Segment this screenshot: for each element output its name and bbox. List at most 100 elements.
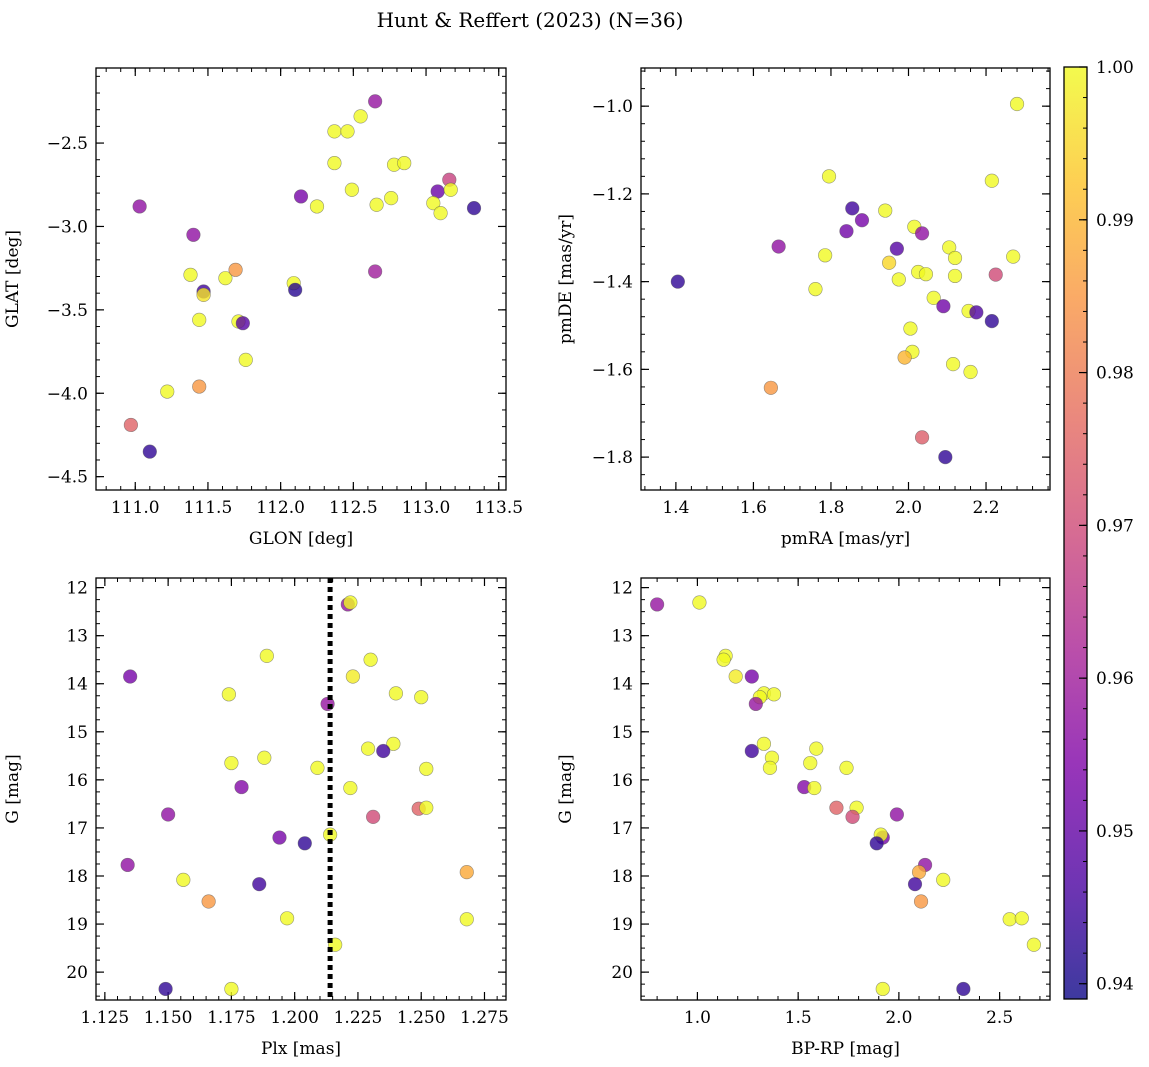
y-tick-label: 18 <box>611 867 633 887</box>
data-point <box>889 241 904 256</box>
y-tick-label: −2.5 <box>47 134 88 154</box>
x-tick-label: 1.125 <box>81 1008 130 1028</box>
axes-frame <box>640 577 1051 1001</box>
data-point <box>878 203 893 218</box>
data-point <box>224 981 239 997</box>
y-tick-label: 18 <box>66 867 88 887</box>
y-tick-label: 20 <box>611 963 633 983</box>
data-point <box>938 449 953 465</box>
data-point <box>956 981 971 997</box>
data-point <box>120 857 135 873</box>
axes-frame <box>95 67 507 491</box>
data-point <box>344 182 359 197</box>
data-point <box>969 305 984 320</box>
data-point <box>762 760 778 775</box>
x-tick-label: 111.5 <box>184 498 233 518</box>
data-point <box>809 741 824 756</box>
data-point <box>1006 249 1021 264</box>
data-point <box>386 736 401 751</box>
data-point <box>161 807 176 822</box>
data-point <box>728 669 743 684</box>
y-tick-label: 13 <box>66 627 88 647</box>
data-point <box>201 894 216 909</box>
panel-pmra-pmde: 1.4 1.6 1.8 2.0 2.2 −1.0 −1.2 −1.4 −1.6 −1.8 pmRA … <box>556 67 1051 549</box>
data-point <box>1002 912 1017 927</box>
y-tick-label: −4.0 <box>47 384 88 404</box>
data-point <box>903 321 918 336</box>
y-tick-label: 17 <box>66 819 88 839</box>
x-axis-label: BP-RP [mag] <box>791 1039 900 1059</box>
data-point <box>192 312 207 327</box>
x-tick-label: 1.4 <box>662 498 689 518</box>
data-point <box>947 268 963 284</box>
data-point <box>891 272 906 287</box>
y-tick-label: −1.6 <box>592 360 633 380</box>
data-point <box>459 865 474 880</box>
figure-title: Hunt & Reffert (2023) (N=36) <box>377 8 684 32</box>
x-tick-label: 1.175 <box>207 1008 256 1028</box>
x-tick-label: 113.5 <box>474 498 523 518</box>
data-point <box>343 780 358 796</box>
y-tick-label: 16 <box>611 771 633 791</box>
x-tick-label: 112.0 <box>256 498 305 518</box>
x-tick-label: 113.0 <box>402 498 451 518</box>
data-point <box>869 836 884 851</box>
data-point <box>259 648 274 663</box>
y-tick-label: 12 <box>611 579 633 599</box>
data-point <box>288 282 303 297</box>
data-point <box>692 595 707 610</box>
data-point <box>947 250 963 266</box>
data-point <box>807 780 822 796</box>
y-tick-label: −1.0 <box>592 97 633 117</box>
x-tick-label: 1.275 <box>460 1008 509 1028</box>
data-point <box>132 199 147 214</box>
data-point <box>419 800 434 815</box>
data-point <box>845 809 860 824</box>
data-point <box>803 755 818 771</box>
data-point <box>238 352 253 367</box>
data-point <box>984 314 999 329</box>
data-point <box>293 189 309 204</box>
axes-frame <box>95 577 507 1001</box>
x-tick-label: 1.150 <box>144 1008 193 1028</box>
data-point <box>368 264 383 279</box>
x-axis-label: Plx [mas] <box>261 1039 341 1059</box>
data-point <box>297 836 312 851</box>
data-point <box>388 686 404 701</box>
data-point <box>257 750 272 765</box>
x-tick-label: 1.250 <box>397 1008 446 1028</box>
colorbar-tick-label: 0.95 <box>1096 822 1134 842</box>
data-point <box>466 201 482 216</box>
y-tick-label: 13 <box>611 627 633 647</box>
data-point <box>984 173 999 188</box>
panel-glon-glat: 111.0 111.5 112.0 112.5 113.0 113.5 −2.5 −3.0 −3… <box>3 67 523 549</box>
colorbar-tick-label: 0.97 <box>1096 516 1134 536</box>
data-point <box>914 226 930 241</box>
data-point <box>343 595 358 610</box>
y-tick-label: 19 <box>66 915 88 935</box>
y-tick-label: −1.4 <box>592 273 633 293</box>
data-point <box>433 206 448 221</box>
data-point <box>353 109 368 124</box>
data-point <box>426 196 441 211</box>
data-point <box>224 755 239 771</box>
data-point <box>818 248 833 263</box>
y-axis-label: G [mag] <box>556 754 576 823</box>
data-point <box>183 267 198 282</box>
colorbar-tick-label: 1.00 <box>1096 58 1134 78</box>
data-point <box>443 182 458 197</box>
data-point <box>369 197 384 212</box>
data-point <box>854 213 870 228</box>
data-point <box>123 417 138 433</box>
data-point <box>368 94 383 109</box>
y-tick-label: −1.8 <box>592 448 633 468</box>
y-tick-label: 19 <box>611 915 633 935</box>
data-point <box>123 669 138 684</box>
x-axis-label: pmRA [mas/yr] <box>781 529 910 549</box>
data-point <box>459 912 474 927</box>
colorbar-tick-label: 0.99 <box>1096 211 1134 231</box>
data-point <box>716 652 731 667</box>
colorbar: 0.94 0.95 0.96 0.97 0.98 0.99 1.00 <box>1063 58 1134 1000</box>
data-point <box>176 872 191 887</box>
